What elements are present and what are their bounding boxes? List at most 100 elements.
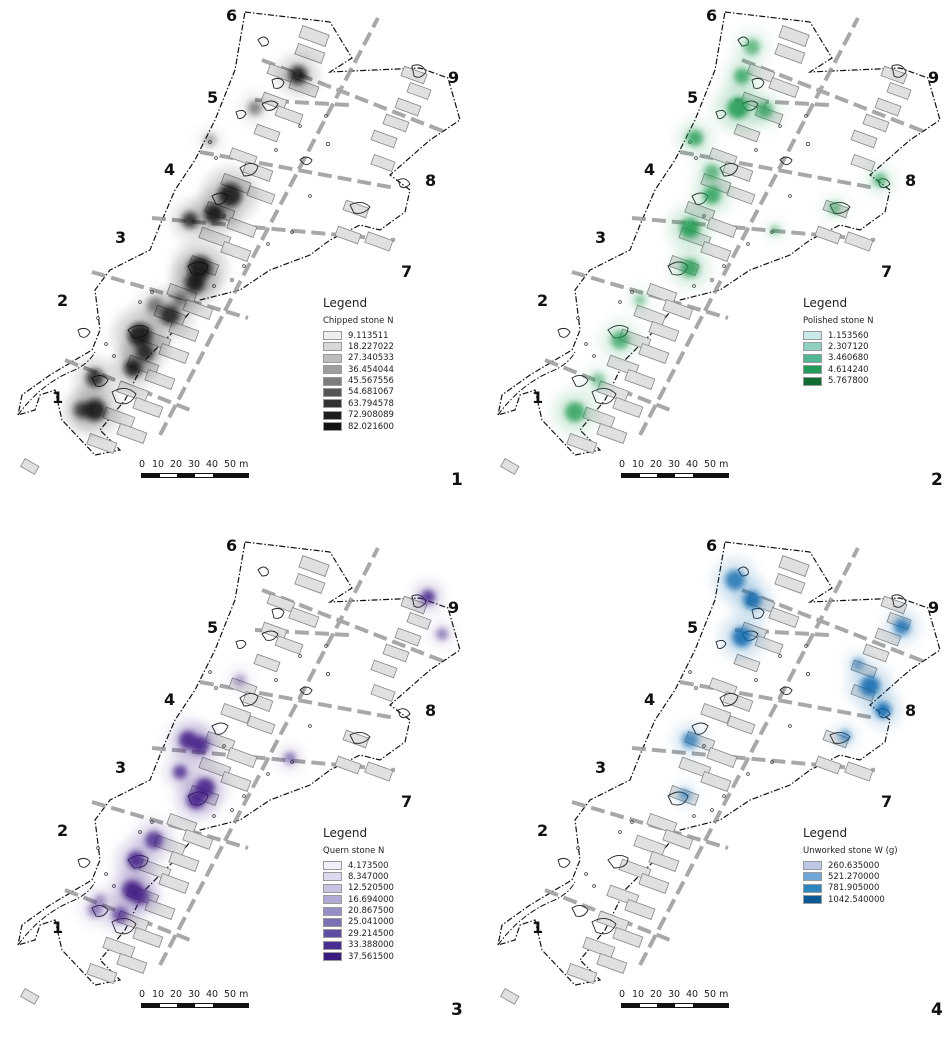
scale-label: 50 m xyxy=(224,989,249,1000)
density-hotspot xyxy=(436,628,448,640)
legend-swatch xyxy=(323,331,342,340)
zone-label: 9 xyxy=(928,598,940,617)
zone-label: 8 xyxy=(905,171,917,190)
scale-label: 0 xyxy=(139,459,146,470)
legend-swatch xyxy=(323,376,342,386)
density-hotspot xyxy=(680,218,700,238)
legend-label: 25.041000 xyxy=(348,917,394,928)
legend-title: Legend xyxy=(323,296,368,310)
zone-label: 3 xyxy=(595,758,607,777)
density-hotspot xyxy=(565,402,585,422)
density-hotspot xyxy=(173,765,187,779)
density-overlay xyxy=(553,29,896,434)
zone-label: 5 xyxy=(687,618,699,637)
legend-entry: 82.021600 xyxy=(323,421,453,432)
zone-label: 8 xyxy=(425,701,437,720)
legend-entry: 54.681067 xyxy=(323,387,453,398)
zone-label: 6 xyxy=(226,536,238,555)
legend-entry: 25.041000 xyxy=(323,917,453,928)
density-hotspot xyxy=(182,212,198,228)
legend-label: 521.270000 xyxy=(828,871,880,882)
density-hotspot xyxy=(204,134,216,146)
site-map xyxy=(496,540,942,1007)
legend-entries: 1.153560 2.307120 3.460680 4.614240 5.767800 xyxy=(803,330,933,387)
legend-swatch xyxy=(803,895,822,905)
legend-entry: 260.635000 xyxy=(803,860,933,871)
legend-entry: 4.173500 xyxy=(323,860,453,871)
zone-label: 3 xyxy=(115,228,127,247)
legend-swatch xyxy=(803,376,822,386)
zone-label: 7 xyxy=(881,262,893,281)
legend-entry: 781.905000 xyxy=(803,883,933,894)
legend-swatch xyxy=(323,906,342,916)
scale-label: 20 xyxy=(170,989,183,1000)
density-hotspot xyxy=(131,887,149,905)
zone-label: 5 xyxy=(207,88,219,107)
legend-entry: 4.614240 xyxy=(803,364,933,375)
density-hotspot xyxy=(732,627,752,647)
density-hotspot xyxy=(839,730,851,742)
zone-label: 5 xyxy=(207,618,219,637)
legend-swatch xyxy=(323,929,342,939)
zone-label: 4 xyxy=(644,690,656,709)
legend-entry: 8.347000 xyxy=(323,871,453,882)
density-hotspot xyxy=(145,831,163,849)
scale-label: 10 xyxy=(152,459,165,470)
legend-label: 33.388000 xyxy=(348,940,394,951)
density-hotspot xyxy=(234,674,246,686)
site-map xyxy=(16,10,462,477)
site-map xyxy=(16,540,462,1007)
legend-swatch xyxy=(323,940,342,950)
scale-label: 20 xyxy=(650,459,663,470)
density-hotspot xyxy=(703,186,721,204)
legend-swatch xyxy=(323,917,342,927)
density-hotspot xyxy=(289,66,307,84)
zone-label: 6 xyxy=(226,6,238,25)
zone-label: 7 xyxy=(881,792,893,811)
scale-bar-labels: 0 10 20 30 40 50 m xyxy=(619,989,749,1001)
scale-label: 50 m xyxy=(704,989,729,1000)
panel-number: 1 xyxy=(451,470,463,490)
legend-entries: 9.113511 18.227022 27.340533 36.454044 45.56… xyxy=(323,330,453,432)
panel-number: 3 xyxy=(451,1000,463,1020)
density-hotspot xyxy=(770,225,780,235)
legend-swatch xyxy=(323,342,342,352)
scale-label: 10 xyxy=(152,989,165,1000)
scale-bar xyxy=(621,1003,729,1008)
density-hotspot xyxy=(147,297,163,313)
scale-label: 20 xyxy=(170,459,183,470)
legend-label: 9.113511 xyxy=(348,330,389,341)
legend-label: 45.567556 xyxy=(348,376,394,387)
scale-label: 10 xyxy=(632,989,645,1000)
density-hotspot xyxy=(634,294,646,306)
scale-label: 50 m xyxy=(224,459,249,470)
legend-swatch xyxy=(803,365,822,375)
zone-label: 7 xyxy=(401,262,413,281)
legend-entry: 63.794578 xyxy=(323,398,453,409)
scale-bar-labels: 0 10 20 30 40 50 m xyxy=(619,459,749,471)
legend-title: Legend xyxy=(803,826,848,840)
zone-label: 8 xyxy=(905,701,917,720)
legend-subtitle: Quern stone N xyxy=(323,846,385,856)
map-legend: Legend Polished stone N 1.153560 2.307120… xyxy=(803,296,933,387)
zone-label: 4 xyxy=(164,160,176,179)
density-hotspot xyxy=(682,732,698,748)
legend-label: 1.153560 xyxy=(828,330,869,341)
legend-swatch xyxy=(323,861,342,870)
density-hotspot xyxy=(679,789,691,801)
legend-swatch xyxy=(323,353,342,363)
scale-bar xyxy=(141,473,249,478)
density-hotspot xyxy=(757,102,773,118)
density-hotspot xyxy=(112,907,128,923)
zone-label: 7 xyxy=(401,792,413,811)
legend-entry: 33.388000 xyxy=(323,940,453,951)
density-overlay xyxy=(79,581,456,933)
legend-entries: 260.635000 521.270000 781.905000 1042.54000… xyxy=(803,860,933,905)
legend-entry: 3.460680 xyxy=(803,353,933,364)
scale-bar-labels: 0 10 20 30 40 50 m xyxy=(139,989,269,1001)
zone-label: 2 xyxy=(537,291,549,310)
legend-title: Legend xyxy=(323,826,368,840)
scale-bar xyxy=(621,473,729,478)
legend-label: 72.908089 xyxy=(348,410,394,421)
zone-label: 4 xyxy=(644,160,656,179)
